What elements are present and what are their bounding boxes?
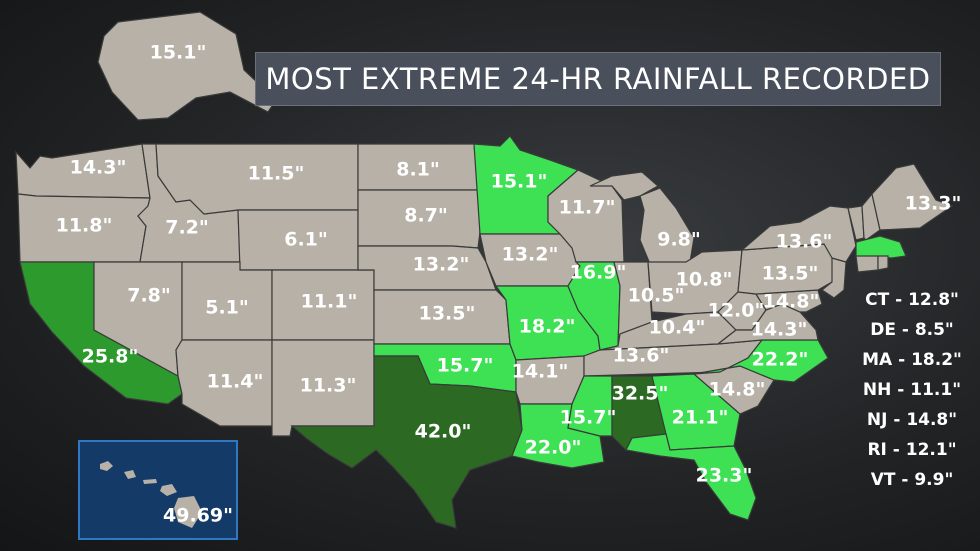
small-state-item: NH - 11.1" [862,380,962,400]
island-kauai [100,461,113,471]
label-oh: 10.8" [676,269,733,291]
state-new-york [740,205,857,263]
small-state-item: DE - 8.5" [870,320,954,340]
label-ia: 13.2" [502,244,559,266]
small-state-item: RI - 12.1" [867,440,957,460]
state-north-carolina [693,339,829,383]
state-rhode-island [877,255,889,271]
island-maui [160,484,177,496]
label-hi: 49.69" [163,505,233,527]
state-texas [290,355,523,529]
state-connecticut [855,255,879,273]
label-or: 11.8" [56,215,113,237]
label-tn: 13.6" [613,345,670,367]
label-al: 32.5" [612,383,669,405]
state-maine [871,163,954,231]
label-ne: 13.2" [413,254,470,276]
label-co: 11.1" [301,291,358,313]
label-nd: 8.1" [396,159,440,181]
state-virginia [716,303,819,345]
label-mi: 9.8" [657,229,701,251]
label-ca: 25.8" [82,346,139,368]
label-sd: 8.7" [404,205,448,227]
hawaii-islands: 49.69" [100,461,233,528]
small-state-item: MA - 18.2" [862,350,962,370]
label-ar: 14.1" [512,361,569,383]
island-big-island [174,496,202,528]
label-ak: 15.1" [150,42,207,64]
label-ny: 13.6" [776,231,833,253]
label-ut: 5.1" [205,297,249,319]
small-state-item: CT - 12.8" [865,290,959,310]
map-title: MOST EXTREME 24-HR RAINFALL RECORDED [255,52,941,106]
small-state-item: NJ - 14.8" [866,410,958,430]
hawaii-inset: 49.69" [78,440,238,540]
label-pa: 13.5" [762,263,819,285]
label-id: 7.2" [165,217,209,239]
label-sc: 14.8" [709,379,766,401]
label-mo: 18.2" [519,316,576,338]
label-ks: 13.5" [419,303,476,325]
label-la: 22.0" [525,437,582,459]
label-tx: 42.0" [415,421,472,443]
label-fl: 23.3" [696,465,753,487]
island-oahu [124,470,136,479]
label-me: 13.3" [905,193,962,215]
label-ok: 15.7" [437,355,494,377]
label-in: 10.5" [628,285,685,307]
label-wv: 12.0" [708,300,765,322]
state-florida [625,433,757,521]
small-state-item: VT - 9.9" [870,470,954,490]
label-nm: 11.3" [300,375,357,397]
label-mn: 15.1" [491,171,548,193]
label-ga: 21.1" [672,407,729,429]
label-va: 14.3" [751,319,808,341]
label-ms: 15.7" [560,407,617,429]
label-nv: 7.8" [127,285,171,307]
label-az: 11.4" [207,371,264,393]
label-mt: 11.5" [248,163,305,185]
small-states-list: CT - 12.8" DE - 8.5" MA - 18.2" NH - 11.1" N… [852,285,972,495]
label-wy: 6.1" [284,229,328,251]
label-wi: 11.7" [559,197,616,219]
state-maryland [754,289,823,313]
state-alaska [97,11,277,121]
label-il: 16.9" [570,262,627,284]
state-new-hampshire [861,192,881,241]
label-wa: 14.3" [70,157,127,179]
label-md: 14.8" [763,291,820,313]
island-molokai [143,479,157,484]
label-nc: 22.2" [752,349,809,371]
label-ky: 10.4" [649,317,706,339]
state-massachusetts [855,235,907,259]
